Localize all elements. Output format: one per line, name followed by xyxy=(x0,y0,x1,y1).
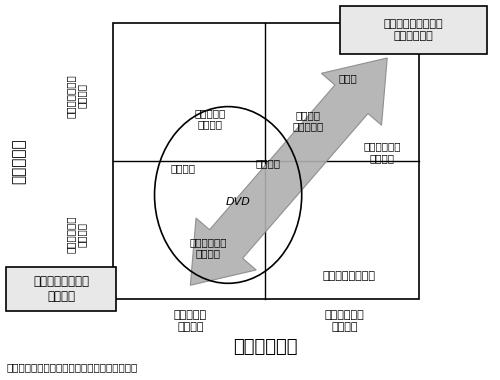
Text: モジュラー型製品: モジュラー型製品 xyxy=(323,271,376,281)
Text: デジカメ: デジカメ xyxy=(256,158,280,168)
Text: インテグラル・
アナログ: インテグラル・ アナログ xyxy=(65,74,87,117)
Text: オープン・
標準部品: オープン・ 標準部品 xyxy=(174,310,207,332)
Text: 自動車: 自動車 xyxy=(338,73,357,83)
Polygon shape xyxy=(190,58,387,285)
Text: DVD: DVD xyxy=(226,197,250,207)
Text: モジュール・
デジタル: モジュール・ デジタル xyxy=(65,216,87,253)
Text: 薄型ノート
パソコン: 薄型ノート パソコン xyxy=(194,108,226,129)
Text: 部品間特性: 部品間特性 xyxy=(12,138,27,184)
Text: 選択・組み合せ・
構想能力: 選択・組み合せ・ 構想能力 xyxy=(33,275,89,303)
Text: クローズド・
専用部品: クローズド・ 専用部品 xyxy=(324,310,364,332)
Text: 図１：製品アーキテクチャと日本企業の競争力: 図１：製品アーキテクチャと日本企業の競争力 xyxy=(6,362,138,372)
Bar xyxy=(113,23,419,299)
Text: オープン特性: オープン特性 xyxy=(232,338,297,356)
Text: ゲーム機器・
カーナビ: ゲーム機器・ カーナビ xyxy=(364,141,401,163)
Text: コピー・
プリンター: コピー・ プリンター xyxy=(292,110,324,131)
Text: 統合・擦り合わせ・
造りこみ能力: 統合・擦り合わせ・ 造りこみ能力 xyxy=(384,19,443,41)
Text: デスクトップ
パソコン: デスクトップ パソコン xyxy=(190,237,227,258)
Bar xyxy=(6,268,116,311)
Bar xyxy=(340,6,486,54)
Text: 携帯電話: 携帯電話 xyxy=(171,163,196,173)
